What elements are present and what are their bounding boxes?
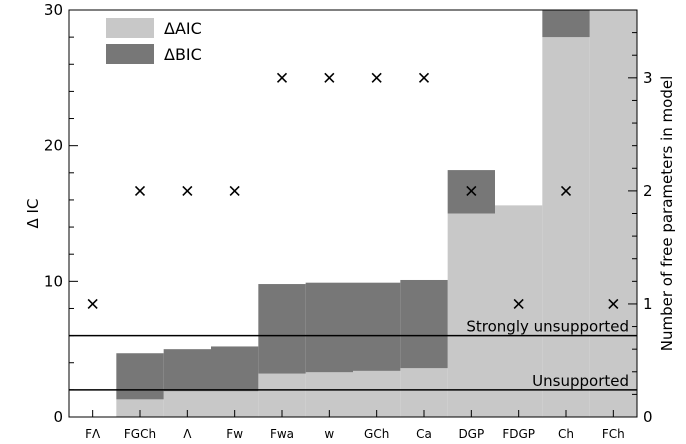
bic-bar bbox=[163, 349, 211, 392]
legend: ΔAIC ΔBIC bbox=[106, 18, 202, 64]
bic-bar bbox=[400, 279, 448, 369]
bic-bar bbox=[305, 282, 353, 373]
left-y-axis: 0 10 20 30 bbox=[44, 1, 78, 426]
aic-bar bbox=[305, 372, 353, 417]
x-tick-label: Fwa bbox=[270, 427, 294, 441]
x-tick-label: FDGP bbox=[502, 427, 535, 441]
aic-bar bbox=[258, 373, 306, 417]
marker-stroke bbox=[513, 298, 524, 310]
right-y-tick-label: 3 bbox=[643, 69, 653, 87]
free-parameter-markers bbox=[87, 72, 619, 310]
legend-label-aic: ΔAIC bbox=[164, 19, 202, 38]
x-tick-label: Fw bbox=[226, 427, 243, 441]
aic-bar bbox=[495, 205, 543, 417]
marker-stroke bbox=[466, 185, 477, 196]
legend-swatch-aic bbox=[106, 18, 154, 38]
x-tick-label: w bbox=[324, 427, 334, 441]
free-parameter-marker bbox=[134, 185, 146, 196]
y2-axis-title: Number of free parameters in model bbox=[658, 76, 676, 352]
reference-lines: Strongly unsupported Unsupported bbox=[69, 318, 637, 391]
left-y-tick-label: 10 bbox=[44, 272, 63, 290]
free-parameter-marker bbox=[466, 185, 477, 196]
free-parameter-marker bbox=[182, 185, 193, 196]
x-tick-label: FCh bbox=[602, 427, 625, 441]
right-y-tick-label: 0 bbox=[643, 408, 653, 426]
left-y-tick-label: 30 bbox=[44, 1, 63, 19]
marker-stroke bbox=[608, 298, 619, 310]
x-tick-label: Λ bbox=[183, 427, 192, 441]
right-y-tick-label: 2 bbox=[643, 182, 653, 200]
bic-bar bbox=[211, 346, 259, 392]
bic-bars bbox=[116, 10, 590, 400]
aic-bar bbox=[447, 213, 495, 417]
marker-stroke bbox=[371, 72, 382, 83]
reference-line-label: Strongly unsupported bbox=[466, 318, 629, 336]
reference-line-label: Unsupported bbox=[532, 372, 629, 390]
aic-bar bbox=[400, 368, 448, 417]
bic-bar bbox=[116, 353, 164, 400]
bic-bar bbox=[353, 282, 401, 371]
left-y-tick-label: 0 bbox=[53, 408, 63, 426]
x-tick-label: Ch bbox=[558, 427, 574, 441]
bic-bar bbox=[258, 284, 306, 374]
marker-stroke bbox=[182, 185, 193, 196]
aic-bar bbox=[116, 399, 164, 417]
x-tick-label: FΛ bbox=[85, 427, 101, 441]
bic-bar bbox=[542, 10, 590, 38]
free-parameter-marker bbox=[513, 298, 524, 310]
free-parameter-marker bbox=[608, 298, 619, 310]
marker-stroke bbox=[324, 72, 335, 83]
legend-label-bic: ΔBIC bbox=[164, 45, 202, 64]
aic-bar bbox=[353, 370, 401, 417]
free-parameter-marker bbox=[229, 185, 240, 196]
y-axis-title: Δ IC bbox=[24, 199, 42, 229]
x-tick-label: Ca bbox=[416, 427, 432, 441]
x-axis: FΛ FGCh Λ Fw Fwa w GCh Ca DGP FDGP Ch FCh bbox=[85, 410, 625, 441]
free-parameter-marker bbox=[324, 72, 335, 83]
free-parameter-marker bbox=[560, 185, 572, 196]
aic-bar bbox=[589, 10, 637, 417]
right-y-axis: 0 1 2 3 bbox=[628, 9, 653, 426]
free-parameter-marker bbox=[418, 72, 430, 83]
marker-stroke bbox=[134, 185, 146, 196]
x-tick-label: GCh bbox=[364, 427, 389, 441]
left-y-tick-label: 20 bbox=[44, 137, 63, 155]
aic-bars bbox=[116, 10, 637, 418]
legend-swatch-bic bbox=[106, 44, 154, 64]
x-tick-label: DGP bbox=[458, 427, 484, 441]
x-tick-label: FGCh bbox=[124, 427, 156, 441]
marker-stroke bbox=[87, 298, 98, 310]
marker-stroke bbox=[418, 72, 430, 83]
free-parameter-marker bbox=[87, 298, 98, 310]
marker-stroke bbox=[560, 185, 572, 196]
free-parameter-marker bbox=[371, 72, 382, 83]
marker-stroke bbox=[229, 185, 240, 196]
free-parameter-marker bbox=[276, 72, 288, 83]
marker-stroke bbox=[276, 72, 288, 83]
aic-bar bbox=[542, 37, 590, 418]
right-y-tick-label: 1 bbox=[643, 295, 653, 313]
